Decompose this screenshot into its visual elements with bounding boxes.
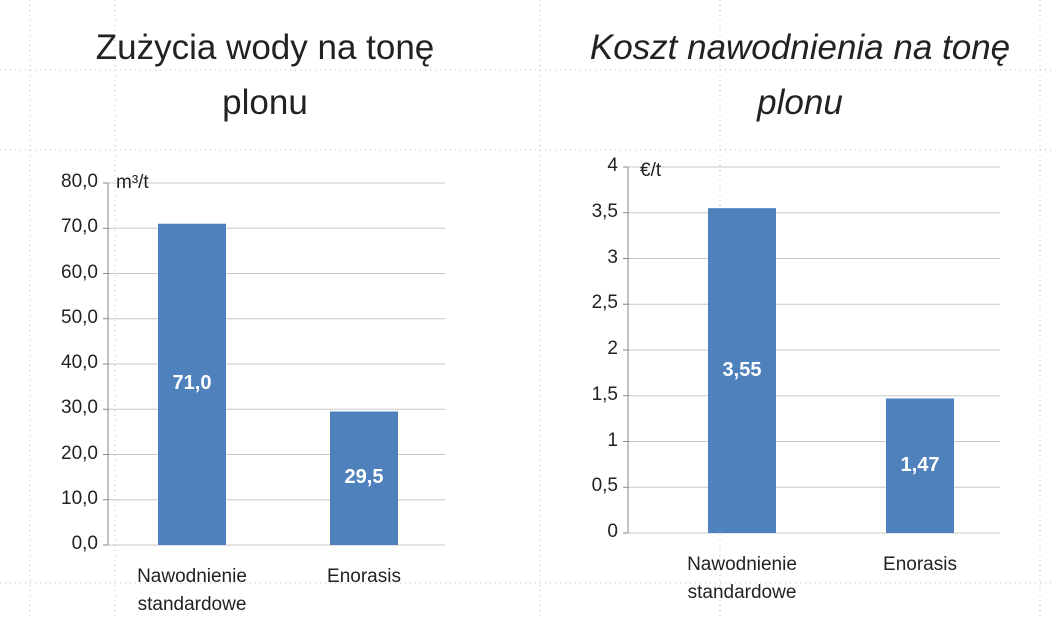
y-tick-label: 70,0 xyxy=(61,216,98,238)
x-tick-label: Nawodnienie standardowe xyxy=(137,566,247,615)
value-label: 71,0 xyxy=(172,372,212,395)
y-tick-label: 60,0 xyxy=(61,261,98,283)
x-tick-label: Enorasis xyxy=(883,554,957,575)
chart-title: Koszt nawodnienia na tonę plonu xyxy=(589,28,1011,122)
value-label: 29,5 xyxy=(344,466,384,489)
y-tick-label: 2 xyxy=(607,338,618,359)
y-tick-label: 50,0 xyxy=(61,306,98,328)
bar xyxy=(158,223,226,545)
y-tick-label: 1,5 xyxy=(591,383,618,405)
y-tick-label: 40,0 xyxy=(61,352,98,373)
y-tick-label: 0,5 xyxy=(591,475,618,497)
y-axis-label: m³/t xyxy=(116,172,149,193)
x-tick-label: Enorasis xyxy=(327,566,401,587)
bar xyxy=(330,411,398,545)
y-tick-label: 2,5 xyxy=(591,292,618,314)
bar xyxy=(886,398,954,533)
value-label: 1,47 xyxy=(900,453,940,476)
y-tick-label: 30,0 xyxy=(61,397,98,419)
y-tick-label: 80,0 xyxy=(61,171,98,192)
bar xyxy=(708,208,776,534)
y-tick-label: 1 xyxy=(607,429,618,451)
y-tick-label: 0 xyxy=(607,521,618,542)
y-tick-label: 4 xyxy=(607,155,618,176)
y-tick-label: 3 xyxy=(607,246,618,268)
y-tick-label: 0,0 xyxy=(71,533,98,554)
y-tick-label: 10,0 xyxy=(61,487,98,509)
chart-title: Zużycia wody na tonę plonu xyxy=(95,28,435,122)
y-axis-label: €/t xyxy=(640,160,662,181)
x-tick-label: Nawodnienie standardowe xyxy=(687,554,797,603)
y-tick-label: 20,0 xyxy=(61,442,98,464)
value-label: 3,55 xyxy=(722,358,762,381)
y-tick-label: 3,5 xyxy=(591,200,618,222)
